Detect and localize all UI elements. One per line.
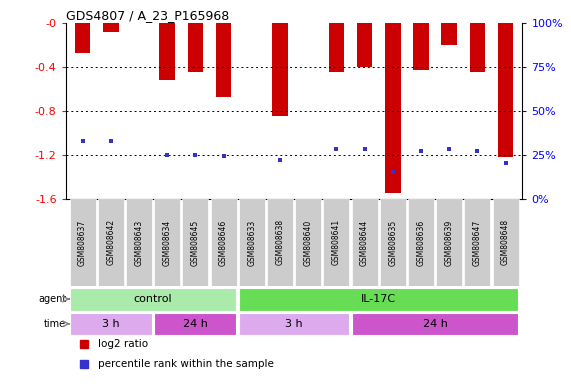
FancyBboxPatch shape <box>323 199 349 286</box>
Text: GSM808643: GSM808643 <box>135 219 143 266</box>
Text: IL-17C: IL-17C <box>361 294 396 304</box>
Text: GSM808636: GSM808636 <box>416 219 425 266</box>
Bar <box>441 23 457 45</box>
Text: GSM808640: GSM808640 <box>304 219 313 266</box>
Bar <box>469 23 485 73</box>
FancyBboxPatch shape <box>352 199 377 286</box>
FancyBboxPatch shape <box>70 288 236 311</box>
Text: GDS4807 / A_23_P165968: GDS4807 / A_23_P165968 <box>66 9 229 22</box>
FancyBboxPatch shape <box>295 199 321 286</box>
Bar <box>328 23 344 73</box>
Bar <box>272 23 288 116</box>
Text: 24 h: 24 h <box>423 319 448 329</box>
Text: GSM808646: GSM808646 <box>219 219 228 266</box>
FancyBboxPatch shape <box>239 199 265 286</box>
Text: GSM808648: GSM808648 <box>501 219 510 265</box>
FancyBboxPatch shape <box>182 199 208 286</box>
FancyBboxPatch shape <box>154 199 180 286</box>
FancyBboxPatch shape <box>408 199 434 286</box>
Text: GSM808647: GSM808647 <box>473 219 482 266</box>
FancyBboxPatch shape <box>267 199 293 286</box>
Bar <box>385 23 400 193</box>
Text: 24 h: 24 h <box>183 319 208 329</box>
FancyBboxPatch shape <box>211 199 236 286</box>
Bar <box>103 23 119 32</box>
FancyBboxPatch shape <box>436 199 462 286</box>
Text: control: control <box>134 294 172 304</box>
Text: time: time <box>44 319 66 329</box>
Bar <box>357 23 372 67</box>
FancyBboxPatch shape <box>352 313 518 334</box>
Text: GSM808645: GSM808645 <box>191 219 200 266</box>
FancyBboxPatch shape <box>70 199 95 286</box>
Text: log2 ratio: log2 ratio <box>98 339 148 349</box>
FancyBboxPatch shape <box>239 288 518 311</box>
FancyBboxPatch shape <box>155 313 236 334</box>
Text: percentile rank within the sample: percentile rank within the sample <box>98 359 274 369</box>
Bar <box>188 23 203 73</box>
Text: GSM808634: GSM808634 <box>163 219 172 266</box>
Text: GSM808635: GSM808635 <box>388 219 397 266</box>
FancyBboxPatch shape <box>464 199 490 286</box>
Text: GSM808638: GSM808638 <box>275 219 284 265</box>
Text: 3 h: 3 h <box>102 319 119 329</box>
Text: 3 h: 3 h <box>286 319 303 329</box>
Bar <box>498 23 513 157</box>
Text: GSM808642: GSM808642 <box>106 219 115 265</box>
Bar <box>216 23 231 96</box>
FancyBboxPatch shape <box>126 199 152 286</box>
Bar <box>75 23 90 53</box>
Text: GSM808633: GSM808633 <box>247 219 256 266</box>
Text: GSM808637: GSM808637 <box>78 219 87 266</box>
FancyBboxPatch shape <box>70 313 152 334</box>
Text: agent: agent <box>38 294 66 304</box>
Text: GSM808644: GSM808644 <box>360 219 369 266</box>
Bar <box>413 23 429 70</box>
FancyBboxPatch shape <box>380 199 406 286</box>
FancyBboxPatch shape <box>239 313 349 334</box>
Text: GSM808639: GSM808639 <box>445 219 453 266</box>
FancyBboxPatch shape <box>98 199 124 286</box>
Bar <box>159 23 175 80</box>
FancyBboxPatch shape <box>493 199 518 286</box>
Text: GSM808641: GSM808641 <box>332 219 341 265</box>
